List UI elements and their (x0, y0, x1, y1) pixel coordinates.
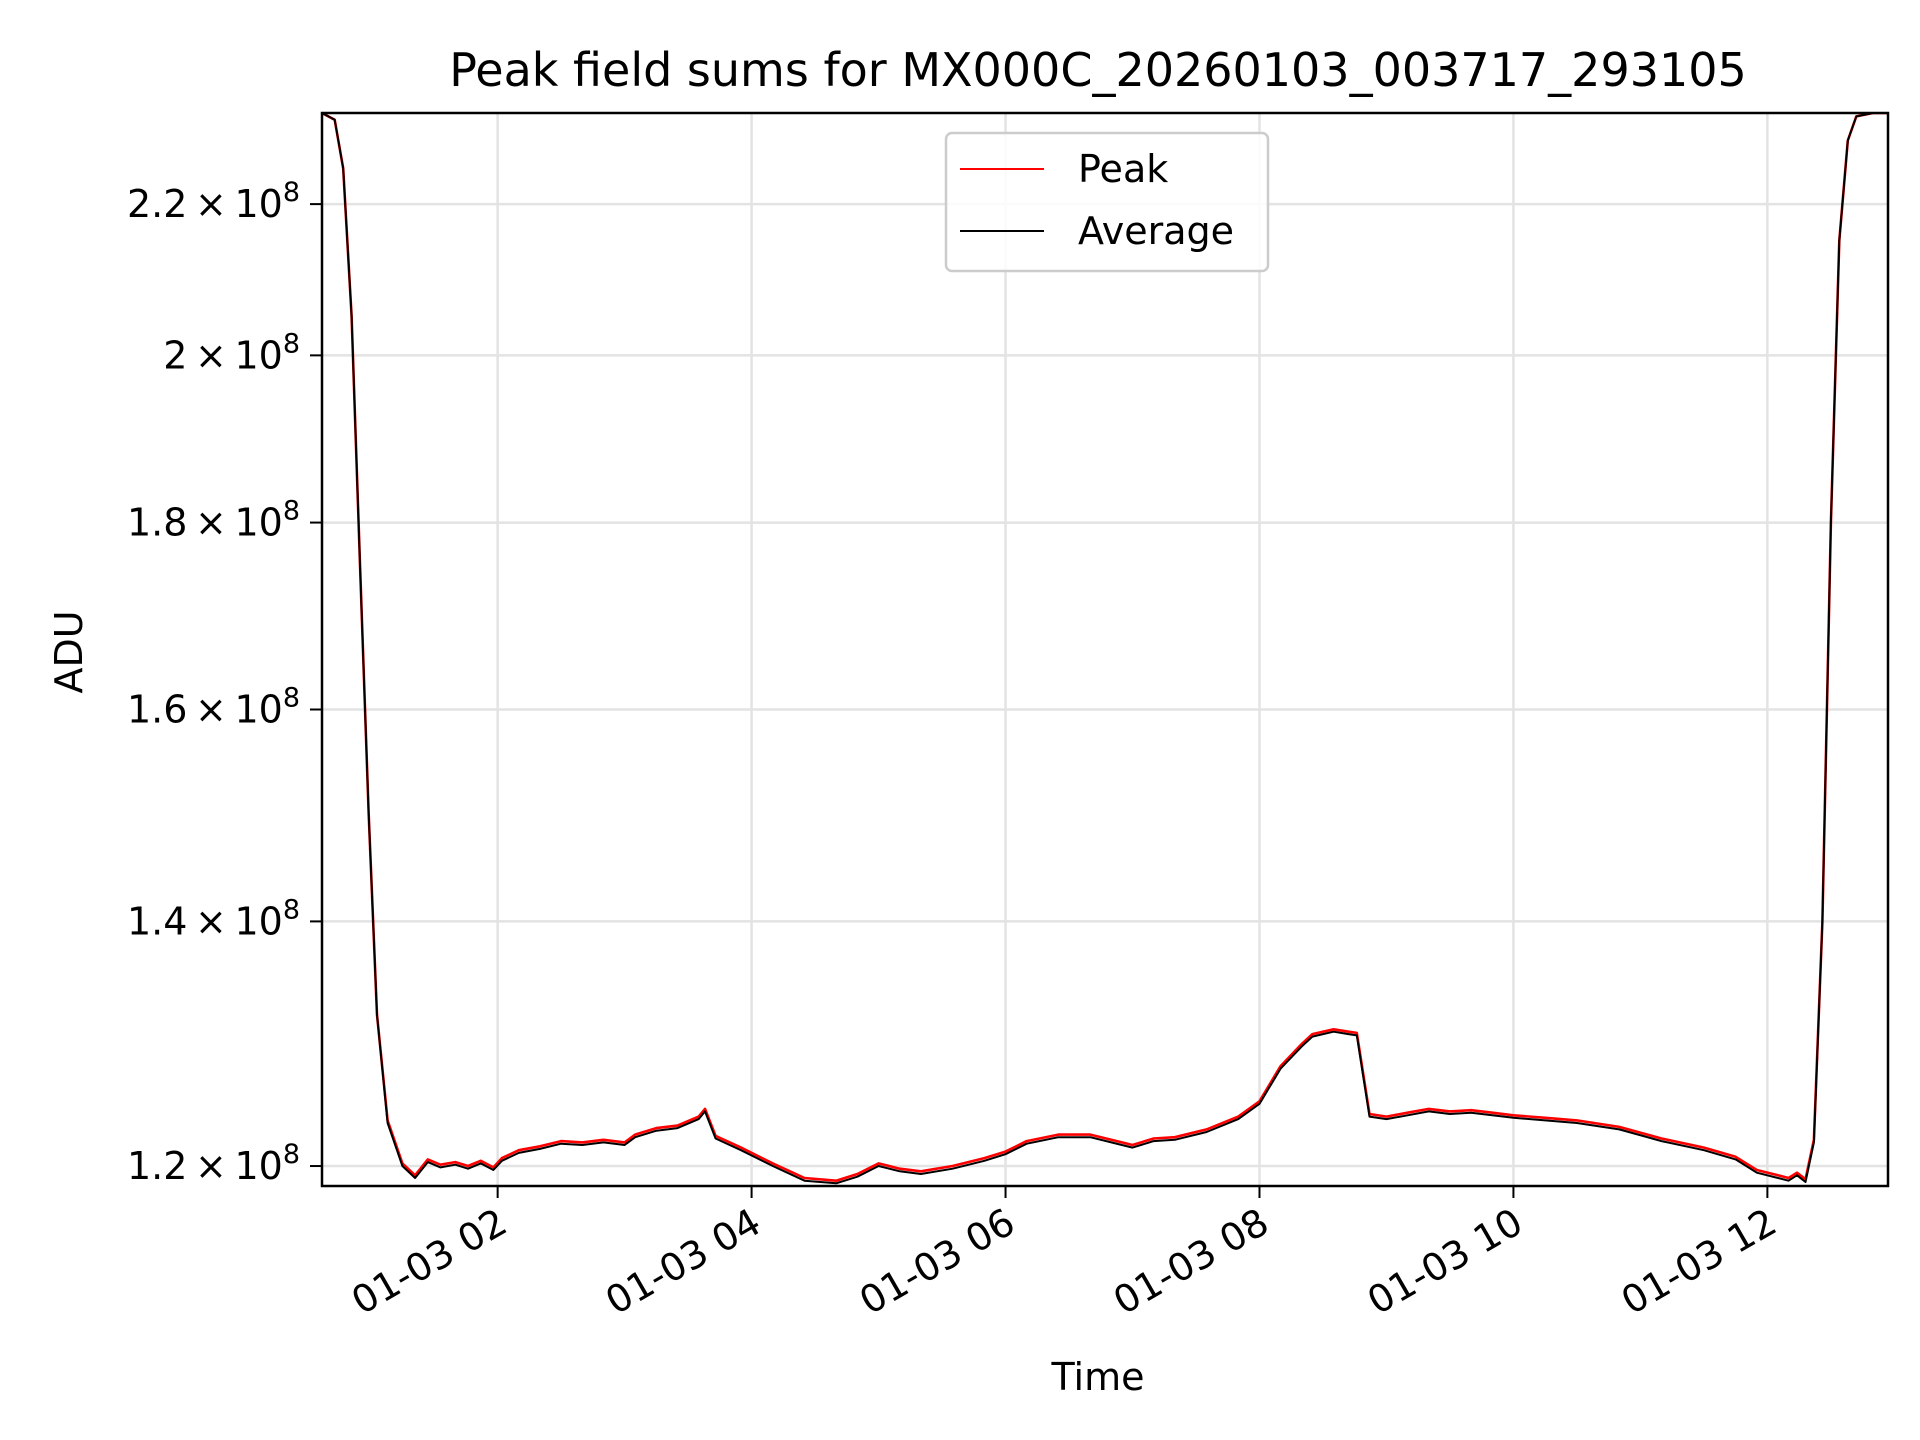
series-line-peak (322, 113, 1888, 1182)
x-axis-label: Time (1051, 1355, 1145, 1399)
y-tick-label: 1.2 × 108 (127, 1139, 300, 1188)
y-tick-label: 1.4 × 108 (127, 894, 300, 943)
chart-title: Peak field sums for MX000C_20260103_0037… (449, 43, 1747, 97)
y-tick-label: 2.2 × 108 (127, 177, 300, 226)
legend-label-average: Average (1078, 209, 1234, 253)
y-tick-label: 2 × 108 (163, 328, 300, 377)
y-axis-label: ADU (47, 610, 91, 693)
legend-label-peak: Peak (1078, 147, 1168, 191)
legend-box (944, 131, 1270, 273)
y-tick-label: 1.6 × 108 (127, 682, 300, 731)
legend: Peak Average (944, 131, 1270, 273)
y-tick-label: 1.8 × 108 (127, 496, 300, 545)
series-line-average (322, 113, 1888, 1185)
plot-frame (320, 111, 1890, 1188)
